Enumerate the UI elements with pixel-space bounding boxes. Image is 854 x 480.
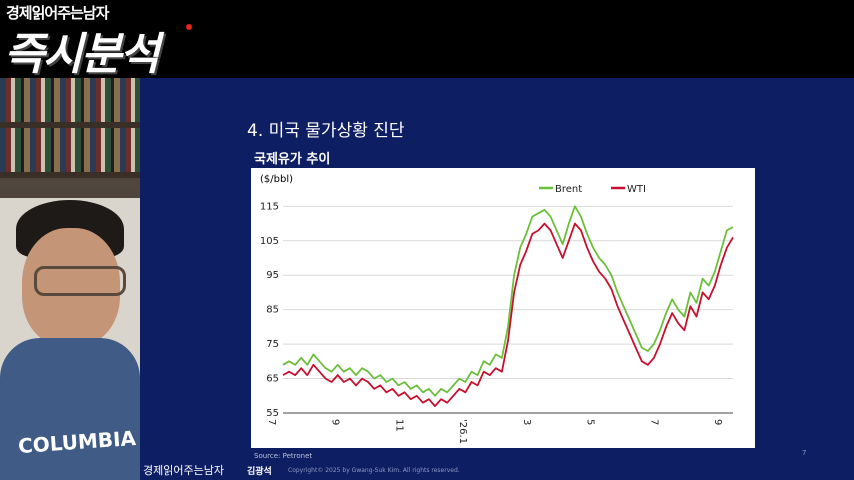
footer-presenter-name: 김광석	[247, 467, 272, 477]
x-tick-label: '26.1	[457, 419, 468, 444]
chart-title: 국제유가 추이	[254, 152, 331, 167]
y-tick-label: 65	[266, 374, 279, 385]
slide-heading: 4. 미국 물가상황 진단	[247, 121, 405, 141]
y-tick-label: 85	[266, 305, 279, 316]
brand-subtitle: 경제읽어주는남자	[6, 4, 109, 22]
shelf-board	[0, 122, 140, 128]
bookshelf-row	[0, 78, 140, 122]
brand-title: 즉시분석	[4, 29, 160, 80]
page-number: 7	[802, 449, 807, 457]
y-tick-label: 75	[266, 339, 279, 350]
oil-price-chart: 55 65 75 85 95 105 115 7 9 11 '26.1 3 5 7 9 Brent WTI	[260, 184, 734, 444]
top-banner: 경제읽어주는남자 즉시분석	[0, 0, 854, 80]
presenter-shirt	[0, 338, 140, 480]
shelf-board	[0, 172, 140, 178]
bookshelf-row	[0, 128, 140, 172]
chart-source: Source: Petronet	[254, 452, 313, 460]
x-tick-label: 9	[712, 419, 723, 425]
legend-label: WTI	[627, 184, 646, 195]
y-tick-label: 115	[260, 201, 279, 212]
x-tick-label: 11	[393, 419, 404, 432]
x-tick-label: 3	[521, 419, 532, 425]
chart-panel	[251, 168, 755, 448]
x-tick-label: 7	[648, 419, 659, 425]
brand-dot-icon	[186, 24, 192, 30]
y-axis-unit: ($/bbl)	[260, 174, 294, 185]
presenter-glasses	[34, 266, 126, 296]
x-tick-label: 5	[585, 419, 596, 425]
y-tick-label: 105	[260, 236, 279, 247]
x-tick-label: 9	[330, 419, 341, 425]
series-line-brent	[282, 205, 734, 397]
series-line-wti	[282, 222, 734, 408]
legend-label: Brent	[555, 184, 582, 195]
y-tick-label: 55	[266, 408, 279, 419]
presenter-video: COLUMBIA	[0, 78, 140, 480]
copyright-text: Copyright© 2025 by Gwang-Suk Kim. All ri…	[288, 467, 460, 474]
x-tick-label: 7	[266, 419, 277, 425]
y-tick-label: 95	[266, 270, 279, 281]
footer-brand: 경제읽어주는남자	[143, 464, 224, 477]
